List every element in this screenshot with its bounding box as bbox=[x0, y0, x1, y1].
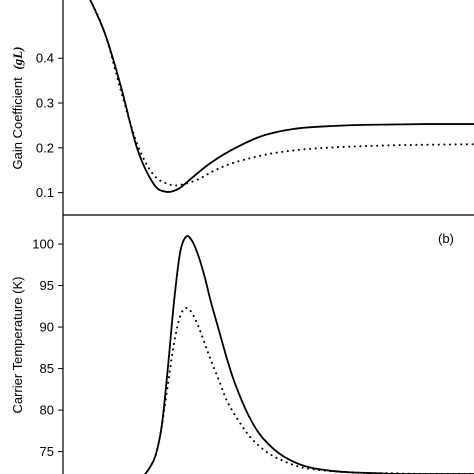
panel-a-series-solid-line bbox=[89, 0, 474, 193]
panel-b-y-tick-label-1: 80 bbox=[40, 403, 54, 418]
panel-b-y-ticks: 75 80 85 90 95 100 bbox=[32, 237, 63, 459]
panel-a-y-tick-label-3: 0.4 bbox=[36, 51, 54, 66]
panel-b-y-tick-label-5: 100 bbox=[32, 237, 54, 252]
panel-a-y-ticks: 0.1 0.2 0.3 0.4 bbox=[36, 51, 63, 200]
panel-a-y-tick-label-0: 0.1 bbox=[36, 185, 54, 200]
panel-b-label: (b) bbox=[438, 231, 454, 246]
panel-b-y-tick-label-0: 75 bbox=[40, 444, 54, 459]
panel-a-series-dotted-line bbox=[89, 0, 474, 187]
panel-a-y-axis-title: Gain Coefficient (gL) bbox=[10, 47, 25, 170]
panel-a-y-tick-label-2: 0.3 bbox=[36, 96, 54, 111]
panel-a-gain-coefficient: 0.1 0.2 0.3 0.4 Gain Coefficient (gL) bbox=[10, 0, 474, 215]
panel-b-series-dotted-line bbox=[144, 306, 474, 474]
panel-a-y-tick-label-1: 0.2 bbox=[36, 140, 54, 155]
panel-b-y-tick-label-2: 85 bbox=[40, 361, 54, 376]
panel-a-y-axis-title-text: Gain Coefficient bbox=[10, 77, 25, 170]
panel-b-curves bbox=[144, 235, 474, 474]
panel-b-y-tick-label-3: 90 bbox=[40, 320, 54, 335]
panel-a-y-axis-title-symbol: (gL) bbox=[10, 47, 25, 70]
panel-b-y-axis-title: Carrier Temperature (K) bbox=[10, 276, 25, 413]
panel-b-series-solid-line bbox=[144, 235, 474, 474]
panel-a-curves bbox=[89, 0, 474, 193]
panel-b-y-tick-label-4: 95 bbox=[40, 278, 54, 293]
panel-b-carrier-temperature: 75 80 85 90 95 100 Carrier Temperature (K) (b… bbox=[10, 215, 474, 474]
